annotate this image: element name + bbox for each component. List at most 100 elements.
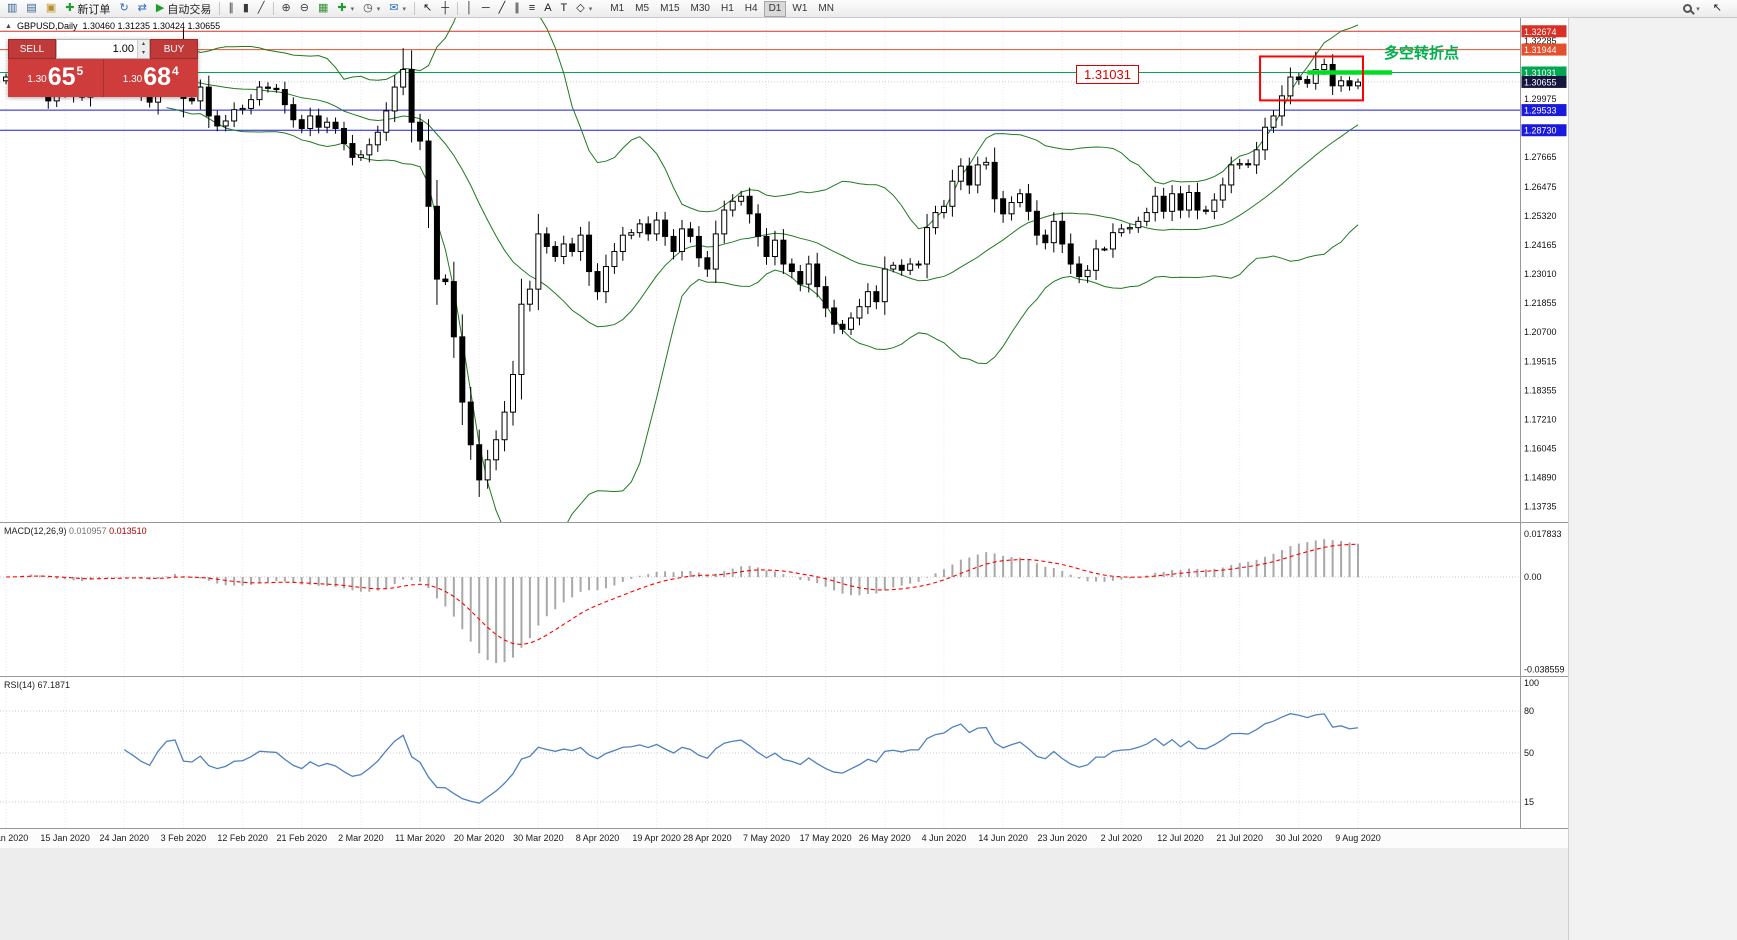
sell-price-prefix: 1.30: [27, 74, 47, 85]
grid-button[interactable]: ▦: [314, 1, 332, 17]
date-label: 8 Apr 2020: [575, 833, 620, 843]
pointer-icon: ↖: [1712, 2, 1722, 14]
refresh-icon: ↻: [119, 2, 129, 14]
fibonacci-button[interactable]: ≡: [525, 1, 539, 17]
buy-price-display[interactable]: 1.30 68 4: [103, 59, 198, 97]
crosshair-button[interactable]: ┼: [437, 1, 453, 17]
svg-text:1.26475: 1.26475: [1524, 182, 1557, 192]
timeframe-h1[interactable]: H1: [716, 1, 739, 17]
svg-text:0.017833: 0.017833: [1524, 529, 1562, 539]
date-label: 30 Jul 2020: [1275, 833, 1323, 843]
date-label: 15 Jan 2020: [40, 833, 90, 843]
turning-point-annotation[interactable]: 多空转折点: [1384, 45, 1460, 62]
new-order-button-label: 新订单: [77, 3, 111, 16]
date-axis[interactable]: 3 Jan 2020 15 Jan 2020 24 Jan 2020 3 Feb 20…: [0, 828, 1568, 848]
bar-chart-button[interactable]: ∥: [224, 1, 238, 17]
search-button[interactable]: ▾: [1679, 1, 1704, 17]
text-button[interactable]: A: [540, 1, 555, 17]
timeframe-menu-button[interactable]: ◷ ▾: [359, 1, 384, 17]
timeframe-m1[interactable]: M1: [605, 1, 629, 17]
profiles-icon: ▣: [45, 2, 57, 14]
depth-of-market-button[interactable]: ⇄: [134, 1, 151, 17]
label-button[interactable]: T: [557, 1, 572, 17]
timeframe-d1[interactable]: D1: [763, 0, 787, 17]
candle-chart-button[interactable]: ▮: [239, 1, 253, 17]
line-chart-button[interactable]: ╱: [254, 1, 269, 17]
chevron-down-icon: ▾: [588, 5, 593, 13]
timeframe-m30[interactable]: M30: [686, 1, 715, 17]
ohlc-values: 1.30460 1.31235 1.30424 1.30655: [82, 21, 221, 31]
new-chart-button[interactable]: ▥: [3, 1, 21, 17]
clock-icon: ◷: [363, 2, 373, 14]
svg-text:1.16045: 1.16045: [1524, 444, 1557, 454]
date-label: 2 Mar 2020: [338, 833, 384, 843]
chart-window: 1.32285 1.29975 1.27665 1.26475 1.25320 1.241…: [0, 18, 1737, 940]
sell-price-display[interactable]: 1.30 65 5: [8, 59, 104, 97]
timeframe-mn[interactable]: MN: [813, 1, 839, 17]
indicators-button[interactable]: ✚ ▾: [333, 1, 358, 17]
rsi-indicator-panel[interactable]: 100 80 50 15 RSI(14) 67.1871: [0, 676, 1568, 828]
rsi-axis[interactable]: 100 80 50 15: [1520, 677, 1540, 828]
chart-marker-icon: ▲: [5, 22, 12, 30]
pointer-button[interactable]: ↖: [1709, 1, 1726, 17]
date-label: 19 Apr 2020: [632, 833, 681, 843]
macd-histogram: [13, 539, 1359, 663]
date-label: 9 Aug 2020: [1335, 833, 1381, 843]
svg-text:1.29533: 1.29533: [1524, 106, 1557, 116]
chevron-down-icon: ▾: [376, 5, 381, 13]
shapes-icon: ◇: [576, 2, 585, 14]
lot-increase-button[interactable]: ▴: [141, 41, 145, 47]
macd-axis[interactable]: 0.017833 0.00 -0.038559: [1520, 523, 1565, 676]
svg-text:1.24165: 1.24165: [1524, 240, 1557, 250]
macd-indicator-panel[interactable]: 0.017833 0.00 -0.038559 MACD(12,26,9) 0.010…: [0, 522, 1568, 676]
fibonacci-icon: ≡: [528, 2, 536, 14]
cursor-button[interactable]: ↖: [419, 1, 436, 17]
price-axis[interactable]: 1.32285 1.29975 1.27665 1.26475 1.25320 1.241…: [1520, 18, 1567, 522]
horizontal-line-button[interactable]: ─: [478, 1, 494, 17]
chart-list-icon: ▤: [26, 2, 37, 14]
chart-list-button[interactable]: ▤: [22, 1, 40, 17]
refresh-button[interactable]: ↻: [115, 1, 132, 17]
date-label: 21 Jul 2020: [1216, 833, 1263, 843]
lot-size-input[interactable]: [57, 40, 137, 58]
lot-decrease-button[interactable]: ▾: [141, 50, 145, 56]
toolbar-separator: [456, 2, 458, 15]
bottom-filler: [0, 848, 1737, 940]
zoom-in-icon: ⊕: [281, 2, 291, 14]
svg-text:1.25320: 1.25320: [1524, 211, 1557, 221]
alerts-button[interactable]: ✉ ▾: [385, 1, 410, 17]
profiles-button[interactable]: ▣: [42, 1, 60, 17]
svg-text:50: 50: [1524, 748, 1534, 758]
new-order-button[interactable]: ✚ 新订单: [61, 1, 114, 17]
price-chart[interactable]: 1.32285 1.29975 1.27665 1.26475 1.25320 1.241…: [0, 18, 1568, 522]
date-label: 12 Feb 2020: [217, 833, 268, 843]
date-label: 26 May 2020: [858, 833, 911, 843]
timeframe-w1[interactable]: W1: [787, 1, 812, 17]
shapes-button[interactable]: ◇ ▾: [572, 1, 596, 17]
date-label: 28 Apr 2020: [683, 833, 732, 843]
chart-header: ▲ GBPUSD,Daily 1.30460 1.31235 1.30424 1…: [5, 21, 220, 31]
trendline-icon: ╱: [498, 2, 506, 14]
svg-text:1.28730: 1.28730: [1524, 126, 1557, 136]
svg-text:15: 15: [1524, 797, 1534, 807]
timeframe-m15[interactable]: M15: [655, 1, 684, 17]
svg-text:1.30655: 1.30655: [1524, 77, 1557, 87]
buy-price-pip: 4: [172, 64, 179, 78]
algo-trading-button[interactable]: ▶ 自动交易: [152, 1, 215, 17]
price-annotation-label[interactable]: 1.31031: [1076, 65, 1139, 84]
sell-button[interactable]: SELL: [8, 39, 56, 59]
zoom-out-button[interactable]: ⊖: [296, 1, 313, 17]
zoom-out-icon: ⊖: [299, 2, 309, 14]
chevron-down-icon: ▾: [402, 5, 406, 13]
timeframe-m5[interactable]: M5: [630, 1, 654, 17]
candlestick-icon: ▮: [242, 2, 249, 14]
buy-button[interactable]: BUY: [150, 39, 198, 59]
trendline-button[interactable]: ╱: [495, 1, 510, 17]
svg-text:1.13735: 1.13735: [1524, 502, 1557, 512]
vertical-line-button[interactable]: │: [462, 1, 477, 17]
zoom-in-button[interactable]: ⊕: [278, 1, 295, 17]
channel-button[interactable]: ∥: [510, 1, 524, 17]
chart-annotations[interactable]: [1259, 55, 1392, 102]
timeframe-h4[interactable]: H4: [740, 1, 763, 17]
